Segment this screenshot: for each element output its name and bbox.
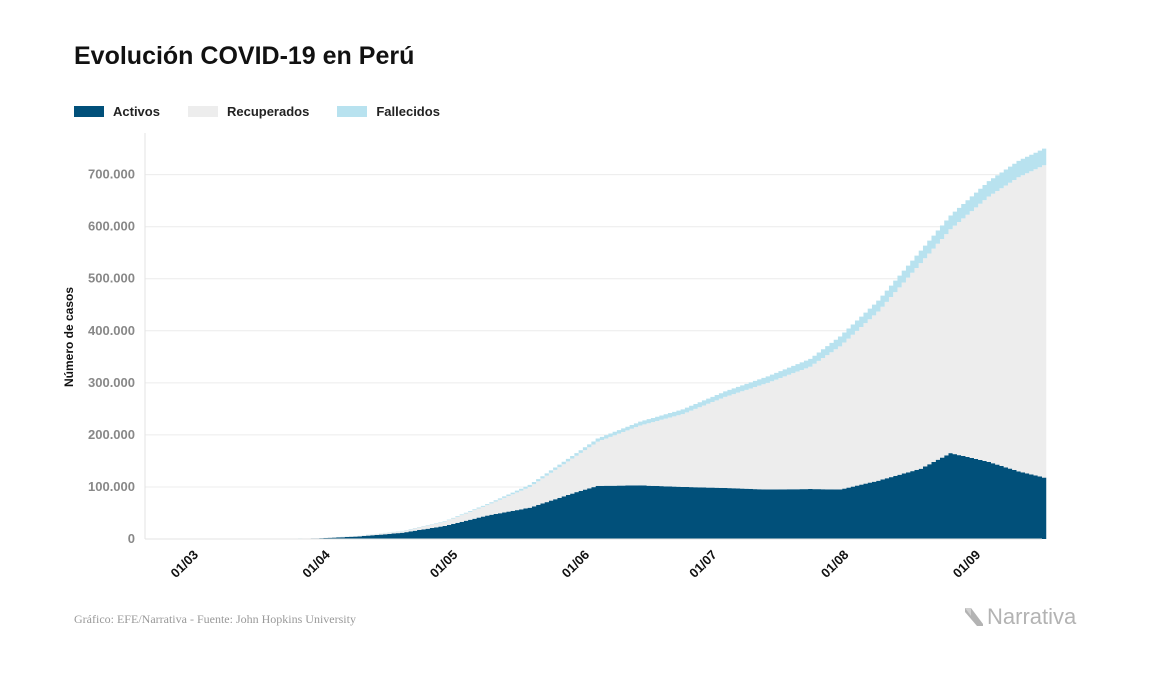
x-tick-label: 01/04 (299, 546, 333, 580)
narrativa-logo-icon (965, 608, 983, 626)
area-activos (208, 453, 1047, 539)
brand-name: Narrativa (987, 604, 1077, 629)
legend-swatch-fallecidos (337, 106, 368, 117)
legend-item-recuperados: Recuperados (187, 104, 310, 119)
y-tick-label: 700.000 (88, 167, 135, 182)
y-tick-label: 500.000 (88, 271, 135, 286)
x-tick-label: 01/07 (686, 547, 720, 581)
legend-label-activos: Activos (113, 104, 160, 119)
y-tick-label: 100.000 (88, 479, 135, 494)
chart-title: Evolución COVID-19 en Perú (74, 42, 415, 70)
area-recuperados (208, 165, 1047, 539)
legend-item-fallecidos: Fallecidos (337, 104, 440, 119)
x-tick-label: 01/05 (427, 547, 461, 581)
source-credit: Gráfico: EFE/Narrativa - Fuente: John Ho… (74, 612, 356, 626)
x-tick-label: 01/08 (818, 547, 852, 581)
y-tick-label: 300.000 (88, 375, 135, 390)
x-tick-label: 01/06 (559, 547, 593, 581)
y-tick-label: 400.000 (88, 323, 135, 338)
legend-swatch-activos (74, 106, 104, 117)
legend-label-recuperados: Recuperados (226, 104, 310, 119)
legend-item-activos: Activos (74, 104, 160, 119)
y-tick-label: 200.000 (88, 427, 135, 442)
y-tick-label: 600.000 (88, 219, 135, 234)
legend: Activos Recuperados Fallecidos (74, 104, 468, 119)
brand-logo: Narrativa (963, 604, 1076, 630)
legend-swatch-recuperados (187, 106, 218, 117)
legend-label-fallecidos: Fallecidos (376, 104, 440, 119)
y-tick-label: 0 (128, 531, 135, 546)
x-tick-label: 01/03 (168, 547, 202, 581)
x-tick-label: 01/09 (950, 547, 984, 581)
